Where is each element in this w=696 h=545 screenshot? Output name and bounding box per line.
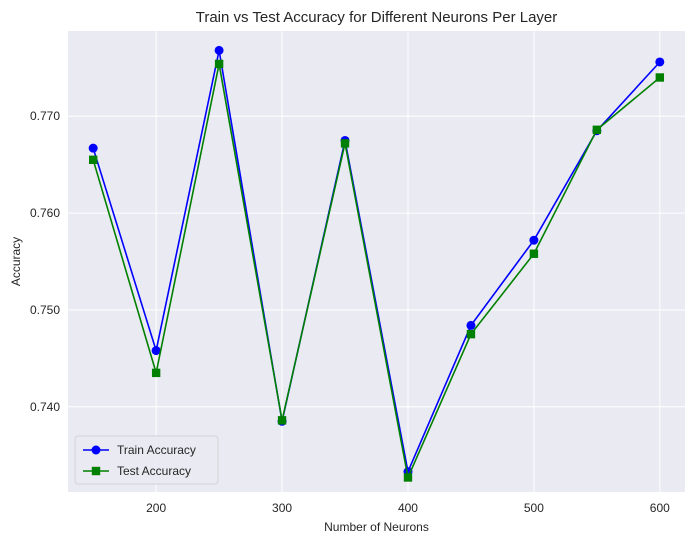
data-point [655,73,665,82]
x-tick-label: 400 [398,501,418,515]
x-axis-label: Number of Neurons [324,520,429,534]
data-point [655,57,665,67]
plot-area [68,31,685,492]
legend-marker-train [91,445,101,455]
data-point [466,320,476,330]
data-point [151,346,161,356]
data-point [88,143,98,153]
chart-title: Train vs Test Accuracy for Different Neu… [196,9,558,26]
y-tick-label: 0.750 [30,303,60,317]
x-tick-label: 600 [650,501,670,515]
x-tick-label: 200 [146,501,166,515]
data-point [88,155,98,165]
legend-entry-train: Train Accuracy [83,443,196,457]
tick-labels: 200 300 400 500 600 0.740 0.750 0.760 0.770 [30,109,670,515]
data-point [340,139,350,148]
x-tick-label: 300 [272,501,292,515]
series-line [92,63,661,481]
data-point [529,235,539,245]
data-point [466,329,476,339]
data-point [403,473,413,482]
y-tick-label: 0.770 [30,109,60,123]
data-point [151,368,161,378]
y-axis-label: Accuracy [9,237,23,286]
series-line [92,50,661,475]
legend-label-test: Test Accuracy [117,464,191,478]
legend-entry-test: Test Accuracy [83,464,191,478]
x-tick-label: 500 [524,501,544,515]
data-point [529,249,539,258]
data-point [277,416,287,425]
legend-label-train: Train Accuracy [117,443,196,457]
legend: Train Accuracy Test Accuracy [74,435,219,485]
series-test [88,59,665,482]
y-tick-label: 0.760 [30,206,60,220]
legend-marker-test [91,466,101,476]
data-point [214,45,224,55]
series-layer [88,45,665,482]
data-point [592,125,602,134]
grid-lines [68,31,685,492]
data-point [214,59,224,69]
legend-box [74,435,219,485]
y-tick-label: 0.740 [30,400,60,414]
